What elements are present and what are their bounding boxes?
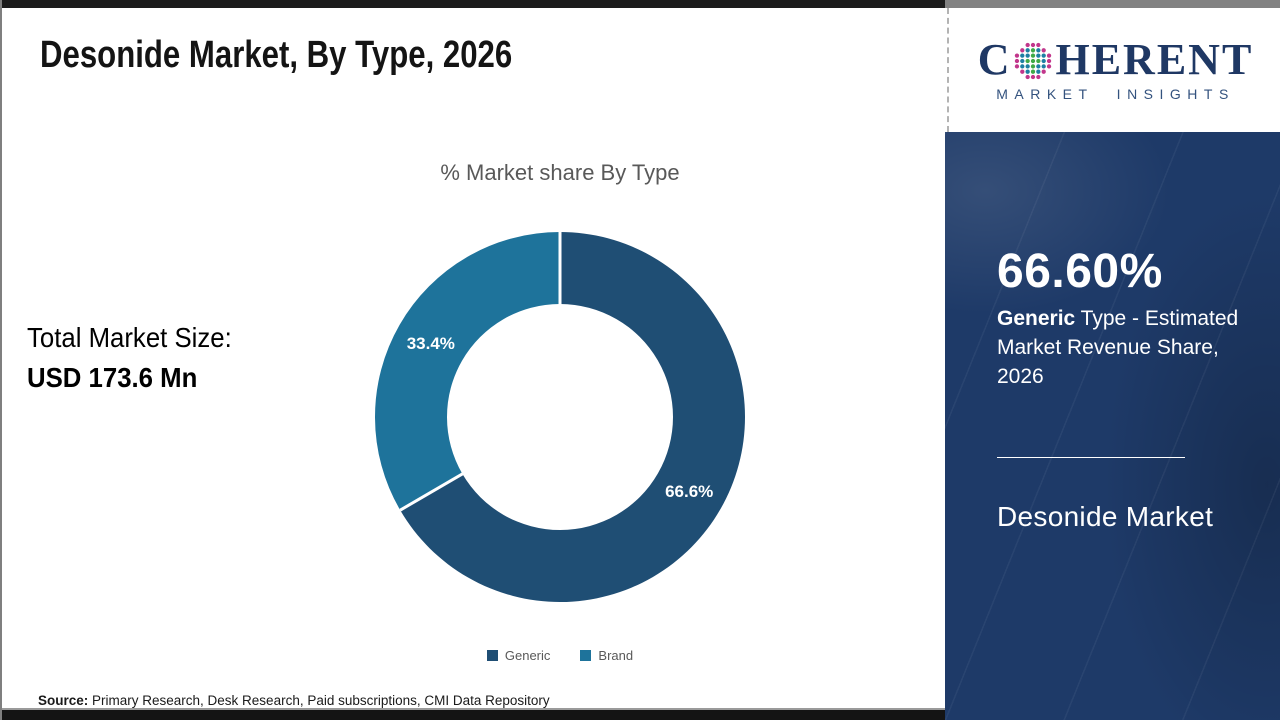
top-border-bar-grey bbox=[945, 0, 1280, 8]
globe-dot bbox=[1015, 53, 1020, 58]
globe-dot bbox=[1015, 58, 1020, 64]
globe-dot bbox=[1047, 53, 1052, 58]
globe-dot bbox=[1047, 58, 1052, 64]
sidebar-stat-description: Generic Type - Estimated Market Revenue … bbox=[997, 304, 1249, 391]
source-line: Source: Primary Research, Desk Research,… bbox=[38, 693, 550, 708]
globe-dot bbox=[1042, 48, 1047, 53]
donut-data-label: 33.4% bbox=[407, 334, 455, 353]
source-label: Source: bbox=[38, 693, 89, 708]
globe-dot bbox=[1020, 64, 1025, 69]
bottom-border-line bbox=[0, 708, 945, 710]
total-market-block: Total Market Size: USD 173.6 Mn bbox=[27, 318, 250, 398]
logo-letter-c: C bbox=[977, 35, 1012, 84]
globe-dot bbox=[1036, 74, 1041, 80]
chart-legend: Generic Brand bbox=[170, 648, 950, 663]
globe-dot bbox=[1020, 48, 1025, 53]
company-logo: C HERENT MARKET INSIGHTS bbox=[947, 8, 1280, 132]
globe-dot bbox=[1025, 64, 1031, 69]
globe-dot bbox=[1036, 64, 1041, 69]
globe-dot bbox=[1036, 42, 1041, 48]
legend-label: Brand bbox=[598, 648, 634, 663]
donut-chart: 66.6% 33.4% bbox=[375, 232, 745, 602]
donut-slice-generic bbox=[400, 232, 745, 602]
total-market-value: USD 173.6 Mn bbox=[27, 362, 198, 393]
logo-globe-icon bbox=[1015, 42, 1052, 80]
globe-dot bbox=[1031, 58, 1036, 64]
globe-dot bbox=[1020, 69, 1025, 74]
globe-dot bbox=[1036, 53, 1041, 58]
bottom-border-bar bbox=[0, 710, 945, 720]
page-title: Desonide Market, By Type, 2026 bbox=[40, 34, 513, 76]
total-market-label: Total Market Size: bbox=[27, 322, 232, 353]
globe-dot bbox=[1020, 58, 1025, 64]
stat-rest-part: Type - Estimated Market Revenue Share, 2… bbox=[997, 307, 1239, 388]
logo-wordmark: C HERENT bbox=[978, 38, 1254, 82]
sidebar-stat-value: 66.60% bbox=[997, 245, 1163, 298]
globe-dot bbox=[1042, 53, 1047, 58]
globe-dot bbox=[1025, 42, 1031, 48]
globe-dot bbox=[1015, 64, 1020, 69]
globe-dot bbox=[1036, 58, 1041, 64]
globe-dot bbox=[1042, 64, 1047, 69]
globe-dot bbox=[1042, 69, 1047, 74]
left-border-line bbox=[0, 0, 2, 720]
globe-dot bbox=[1036, 48, 1041, 53]
stat-bold-part: Generic bbox=[997, 307, 1076, 330]
globe-dot bbox=[1025, 48, 1031, 53]
legend-label: Generic bbox=[504, 648, 551, 663]
slice-gap-line bbox=[399, 472, 464, 512]
logo-subtitle: MARKET INSIGHTS bbox=[996, 86, 1235, 102]
source-text: Primary Research, Desk Research, Paid su… bbox=[88, 693, 550, 708]
sidebar-market-title: Desonide Market bbox=[997, 501, 1214, 532]
globe-dot bbox=[1036, 69, 1041, 74]
sidebar-divider-line bbox=[997, 457, 1185, 458]
globe-dot bbox=[1031, 53, 1036, 58]
globe-dot bbox=[1025, 58, 1031, 64]
donut-data-label: 66.6% bbox=[665, 482, 713, 501]
globe-dot bbox=[1031, 64, 1036, 69]
donut-slice-brand bbox=[375, 232, 560, 511]
chart-title: % Market share By Type bbox=[440, 160, 680, 185]
globe-dot bbox=[1031, 48, 1036, 53]
globe-dot bbox=[1031, 74, 1036, 80]
logo-letters-rest: HERENT bbox=[1055, 35, 1254, 84]
legend-item-generic: Generic bbox=[486, 648, 551, 663]
top-border-bar bbox=[0, 0, 945, 8]
legend-swatch bbox=[580, 650, 592, 661]
globe-dot bbox=[1031, 42, 1036, 48]
globe-dot bbox=[1025, 69, 1031, 74]
globe-dot bbox=[1025, 74, 1031, 80]
legend-item-brand: Brand bbox=[580, 648, 633, 663]
sidebar-panel: 66.60% Generic Type - Estimated Market R… bbox=[945, 132, 1280, 720]
legend-swatch bbox=[486, 650, 498, 661]
globe-dot bbox=[1042, 58, 1047, 64]
globe-dot bbox=[1025, 53, 1031, 58]
globe-dot bbox=[1031, 69, 1036, 74]
globe-dot bbox=[1047, 64, 1052, 69]
globe-dot bbox=[1020, 53, 1025, 58]
